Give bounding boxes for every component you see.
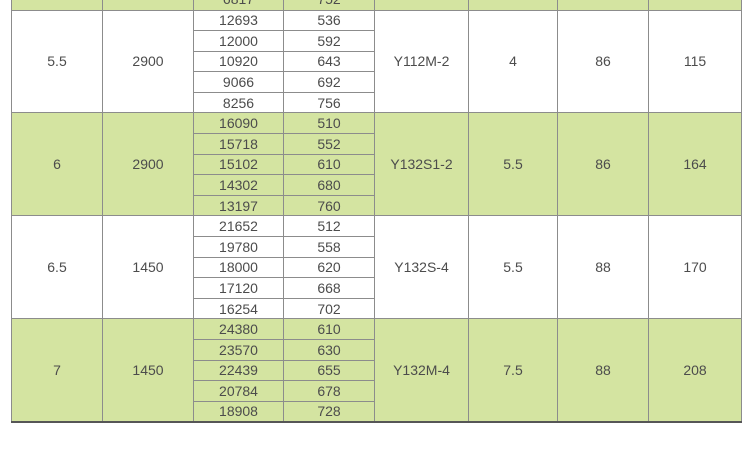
pressure-cell: 630 xyxy=(283,339,375,361)
pressure-cell: 552 xyxy=(283,133,375,155)
table-row: 20784 678 xyxy=(12,380,742,402)
motor-model-cell: Y132S1-2 xyxy=(374,112,469,217)
motor-power-cell: 5.5 xyxy=(468,215,558,320)
pressure-cell: 756 xyxy=(283,91,375,114)
airflow-cell: 23570 xyxy=(193,339,284,361)
airflow-cell: 16090 xyxy=(193,112,284,135)
table-row: 5.5 2900 12693 536 Y112M-2 4 86 115 xyxy=(11,9,742,114)
clipped-empty-cell xyxy=(11,0,103,11)
clipped-empty-cell xyxy=(648,0,742,11)
table-row: 9066 692 xyxy=(12,71,742,93)
airflow-cell: 8256 xyxy=(193,91,284,114)
clipped-empty-cell xyxy=(374,0,469,11)
motor-power-cell: 5.5 xyxy=(468,112,558,217)
table-row: 12000 592 xyxy=(12,30,742,52)
pressure-value: 752 xyxy=(284,0,374,9)
noise-cell: 86 xyxy=(557,9,649,114)
pressure-cell: 610 xyxy=(283,318,375,340)
airflow-cell: 9066 xyxy=(193,71,284,93)
clipped-airflow-cell: 6817 xyxy=(193,0,284,11)
pressure-cell: 728 xyxy=(283,400,375,423)
table-row: 6.5 1450 21652 512 Y132S-4 5.5 88 170 xyxy=(11,215,742,320)
speed-cell: 1450 xyxy=(102,215,194,320)
airflow-value: 6817 xyxy=(194,0,283,9)
table-row: 6 2900 16090 510 Y132S1-2 5.5 86 164 xyxy=(11,112,742,217)
fan-size-cell: 5.5 xyxy=(11,9,103,114)
motor-model-cell: Y132M-4 xyxy=(374,318,469,423)
pressure-cell: 760 xyxy=(283,194,375,217)
airflow-cell: 18908 xyxy=(193,400,284,423)
table-row: 23570 630 xyxy=(12,339,742,361)
table-row: 15718 552 xyxy=(12,133,742,155)
airflow-cell: 17120 xyxy=(193,277,284,299)
speed-cell: 2900 xyxy=(102,9,194,114)
pressure-cell: 655 xyxy=(283,359,375,382)
pressure-cell: 592 xyxy=(283,30,375,52)
weight-cell: 170 xyxy=(648,215,742,320)
airflow-cell: 19780 xyxy=(193,236,284,258)
table-row: 22439 655 xyxy=(12,359,742,382)
fan-performance-table: 6817 752 5.5 2900 12693 536 Y112M-2 4 86… xyxy=(11,0,742,423)
fan-size-cell: 7 xyxy=(11,318,103,423)
pressure-cell: 620 xyxy=(283,256,375,279)
fan-size-cell: 6.5 xyxy=(11,215,103,320)
airflow-cell: 14302 xyxy=(193,174,284,196)
clipped-top-row: 6817 752 xyxy=(11,0,742,11)
airflow-cell: 13197 xyxy=(193,194,284,217)
weight-cell: 115 xyxy=(648,9,742,114)
airflow-cell: 15718 xyxy=(193,133,284,155)
airflow-cell: 12000 xyxy=(193,30,284,52)
airflow-cell: 18000 xyxy=(193,256,284,279)
motor-power-cell: 4 xyxy=(468,9,558,114)
noise-cell: 86 xyxy=(557,112,649,217)
speed-cell: 2900 xyxy=(102,112,194,217)
clipped-empty-cell xyxy=(468,0,558,11)
motor-model-cell: Y132S-4 xyxy=(374,215,469,320)
airflow-cell: 12693 xyxy=(193,9,284,32)
pressure-cell: 510 xyxy=(283,112,375,135)
airflow-cell: 21652 xyxy=(193,215,284,238)
noise-cell: 88 xyxy=(557,215,649,320)
airflow-cell: 15102 xyxy=(193,153,284,176)
fan-size-cell: 6 xyxy=(11,112,103,217)
noise-cell: 88 xyxy=(557,318,649,423)
speed-cell: 1450 xyxy=(102,318,194,423)
motor-model-cell: Y112M-2 xyxy=(374,9,469,114)
motor-power-cell: 7.5 xyxy=(468,318,558,423)
pressure-cell: 680 xyxy=(283,174,375,196)
pressure-cell: 678 xyxy=(283,380,375,402)
pressure-cell: 536 xyxy=(283,9,375,32)
pressure-cell: 558 xyxy=(283,236,375,258)
table-row: 14302 680 xyxy=(12,174,742,196)
clipped-empty-cell xyxy=(102,0,194,11)
table-row: 7 1450 24380 610 Y132M-4 7.5 88 208 xyxy=(11,318,742,423)
weight-cell: 208 xyxy=(648,318,742,423)
pressure-cell: 668 xyxy=(283,277,375,299)
airflow-cell: 10920 xyxy=(193,50,284,73)
airflow-cell: 16254 xyxy=(193,297,284,320)
table-row: 10920 643 xyxy=(12,50,742,73)
weight-cell: 164 xyxy=(648,112,742,217)
table-row: 18000 620 xyxy=(12,256,742,279)
table-row: 18908 728 xyxy=(12,400,742,423)
table-row: 15102 610 xyxy=(12,153,742,176)
airflow-cell: 20784 xyxy=(193,380,284,402)
clipped-empty-cell xyxy=(557,0,649,11)
table-row: 16254 702 xyxy=(12,297,742,320)
pressure-cell: 610 xyxy=(283,153,375,176)
pressure-cell: 692 xyxy=(283,71,375,93)
airflow-cell: 22439 xyxy=(193,359,284,382)
table-row: 19780 558 xyxy=(12,236,742,258)
pressure-cell: 643 xyxy=(283,50,375,73)
table-row: 13197 760 xyxy=(12,194,742,217)
pressure-cell: 702 xyxy=(283,297,375,320)
pressure-cell: 512 xyxy=(283,215,375,238)
airflow-cell: 24380 xyxy=(193,318,284,340)
clipped-pressure-cell: 752 xyxy=(283,0,375,11)
